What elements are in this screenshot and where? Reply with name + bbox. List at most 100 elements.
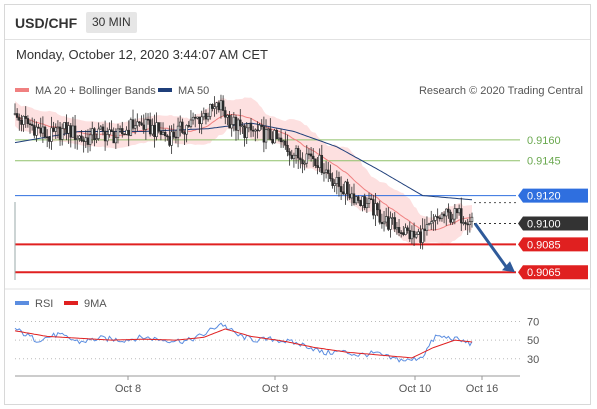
- candle-body: [142, 124, 145, 130]
- candle-body: [168, 136, 171, 146]
- candle-body: [344, 181, 347, 195]
- candle-body: [417, 231, 420, 235]
- candle-body: [442, 213, 446, 217]
- candle-body: [82, 140, 85, 142]
- candle-body: [209, 104, 212, 117]
- candle-body: [230, 124, 233, 129]
- candle-body: [286, 144, 289, 152]
- x-tick-label: Oct 8: [115, 383, 141, 395]
- candle-body: [447, 208, 450, 213]
- candle-body: [63, 122, 66, 129]
- candle-body: [133, 125, 137, 129]
- header-divider: [5, 39, 590, 40]
- candle-body: [305, 153, 308, 164]
- candle-body: [127, 129, 130, 136]
- candle-body: [269, 128, 272, 140]
- candle-body: [45, 136, 49, 139]
- symbol-label: USD/CHF: [15, 15, 78, 31]
- legend-swatch-ma50: [158, 88, 172, 92]
- candle-body: [249, 123, 253, 131]
- candle-body: [224, 110, 227, 118]
- candle-body: [114, 137, 118, 144]
- candle-body: [350, 193, 354, 199]
- forecast-arrow-head: [502, 261, 515, 273]
- candle-body: [146, 118, 150, 121]
- candle-body: [118, 128, 122, 130]
- x-axis: Oct 8 Oct 9 Oct 10 Oct 16: [115, 376, 498, 395]
- level-tag-bg-0.9100: [518, 216, 588, 231]
- candle-body: [163, 131, 167, 137]
- candle-body: [299, 157, 302, 160]
- candle-body: [389, 217, 392, 230]
- candle-body: [369, 198, 373, 201]
- candle-body: [206, 116, 210, 120]
- candle-body: [26, 118, 30, 125]
- candle-body: [402, 232, 405, 235]
- candle-body: [367, 198, 371, 204]
- candle-body: [110, 129, 113, 132]
- candle-body: [219, 100, 223, 111]
- candle-body: [464, 222, 467, 225]
- candle-body: [359, 200, 362, 206]
- candle-body: [294, 148, 298, 156]
- candle-body: [279, 137, 283, 143]
- candle-body: [140, 122, 143, 126]
- candle-body: [468, 221, 472, 225]
- candle-body: [37, 126, 40, 129]
- candle-body: [425, 224, 429, 231]
- candle-body: [241, 125, 244, 128]
- candle-body: [281, 140, 285, 143]
- price-levels: [15, 139, 520, 274]
- candle-body: [357, 196, 360, 201]
- candle-body: [24, 115, 27, 119]
- candle-body: [438, 217, 442, 220]
- candle-body: [28, 123, 32, 126]
- candle-body: [462, 222, 465, 224]
- candle-body: [48, 136, 51, 142]
- level-label-0.9145: 0.9145: [527, 156, 561, 168]
- candle-body: [258, 124, 261, 131]
- candle-body: [284, 140, 287, 146]
- candle-body: [228, 115, 231, 129]
- candle-body: [303, 162, 306, 165]
- candle-body: [221, 100, 225, 111]
- x-tick-label: Oct 10: [399, 383, 431, 395]
- timeframe-button[interactable]: 30 MIN: [86, 12, 137, 33]
- candle-body: [363, 196, 366, 209]
- candle-body: [71, 125, 75, 138]
- candle-body: [183, 132, 186, 135]
- candle-body: [322, 172, 326, 174]
- candle-body: [50, 127, 53, 142]
- candle-body: [144, 118, 148, 130]
- candle-body: [318, 155, 321, 168]
- candle-body: [423, 228, 426, 231]
- candle-body: [39, 127, 42, 134]
- chart-card: USD/CHF 30 MIN Monday, October 12, 2020 …: [4, 4, 591, 405]
- candle-body: [80, 135, 83, 141]
- candle-body: [198, 116, 201, 125]
- candle-body: [179, 121, 182, 127]
- candle-body: [52, 127, 55, 132]
- candle-body: [440, 213, 444, 219]
- candle-body: [181, 121, 184, 133]
- candle-body: [65, 122, 68, 134]
- candle-body: [226, 115, 229, 118]
- candle-body: [103, 130, 107, 142]
- candle-body: [421, 228, 424, 243]
- candle-body: [151, 125, 154, 135]
- candle-body: [436, 216, 439, 219]
- candle-body: [309, 153, 313, 157]
- candle-body: [73, 125, 77, 140]
- candle-body: [361, 196, 364, 206]
- candle-body: [449, 211, 452, 223]
- candle-body: [232, 116, 236, 125]
- candle-body: [412, 230, 416, 238]
- candle-body: [399, 232, 403, 234]
- candle-body: [217, 102, 221, 111]
- candle-body: [316, 165, 319, 168]
- candle-body: [35, 126, 38, 136]
- level-tag-bg-0.9085: [518, 237, 588, 252]
- candle-body: [86, 137, 90, 145]
- candle-body: [266, 128, 270, 131]
- candle-body: [108, 129, 111, 135]
